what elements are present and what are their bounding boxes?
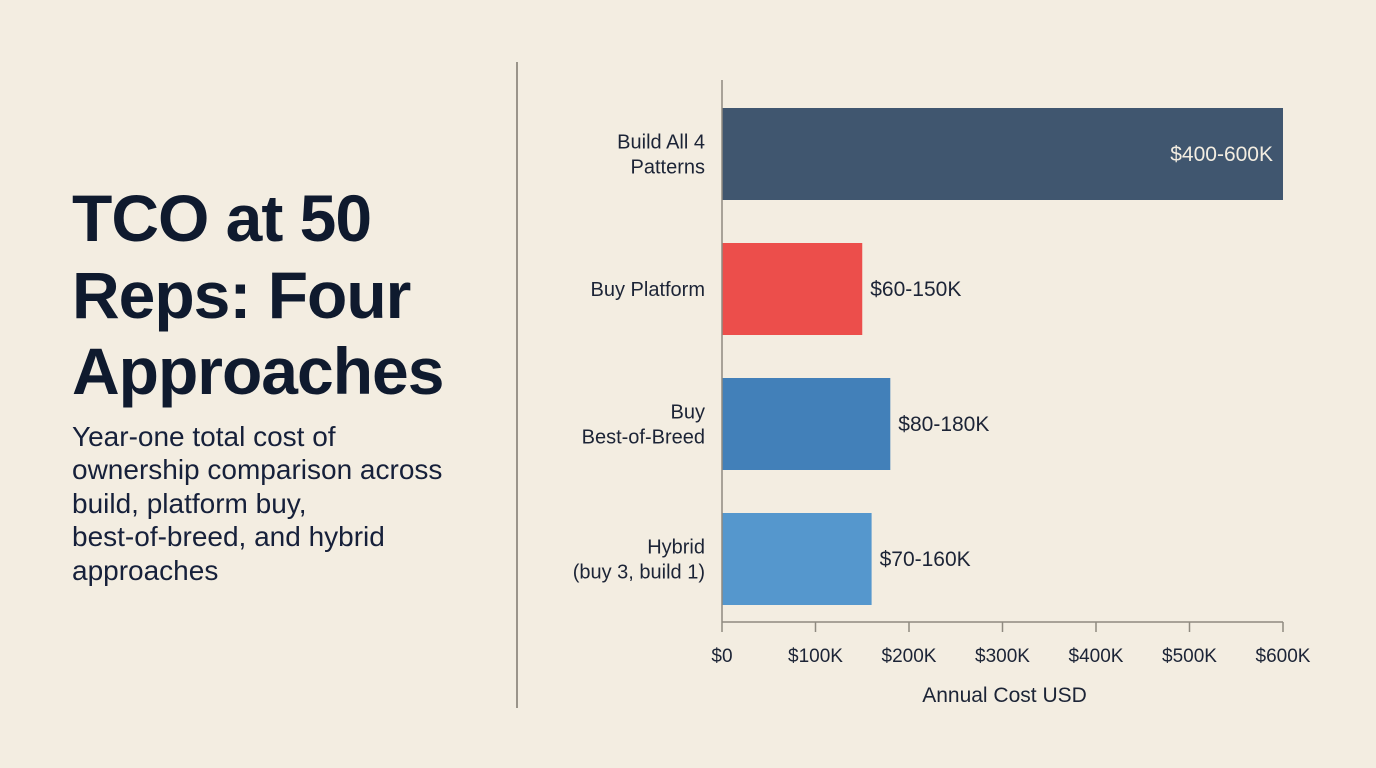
x-tick-label: $300K (975, 646, 1030, 667)
bar (722, 513, 872, 605)
page-subtitle: Year-one total cost of ownership compari… (72, 420, 443, 587)
x-tick-label: $100K (788, 646, 843, 667)
bar (722, 108, 1283, 200)
panel-divider (516, 62, 518, 708)
category-label: Build All 4 (617, 132, 705, 154)
category-label: (buy 3, build 1) (573, 562, 705, 584)
bar (722, 378, 891, 470)
x-tick-label: $200K (882, 646, 937, 667)
bar (722, 243, 863, 335)
x-tick-label: $400K (1069, 646, 1124, 667)
category-label: Best-of-Breed (582, 427, 705, 449)
category-label: Buy (671, 402, 705, 424)
page-title: TCO at 50 Reps: Four Approaches (72, 181, 444, 409)
title-panel: TCO at 50 Reps: Four Approaches Year-one… (72, 180, 492, 588)
bar-value-label: $80-180K (898, 413, 989, 436)
category-label: Hybrid (647, 537, 705, 559)
bar-value-label: $60-150K (870, 278, 961, 301)
x-tick-label: $500K (1162, 646, 1217, 667)
bar-value-label: $70-160K (880, 548, 971, 571)
x-axis-title: Annual Cost USD (922, 684, 1087, 707)
x-tick-label: $600K (1256, 646, 1311, 667)
category-label: Buy Platform (591, 279, 705, 301)
x-tick-label: $0 (711, 646, 732, 667)
bar-value-label: $400-600K (1170, 143, 1273, 166)
category-label: Patterns (631, 157, 705, 179)
